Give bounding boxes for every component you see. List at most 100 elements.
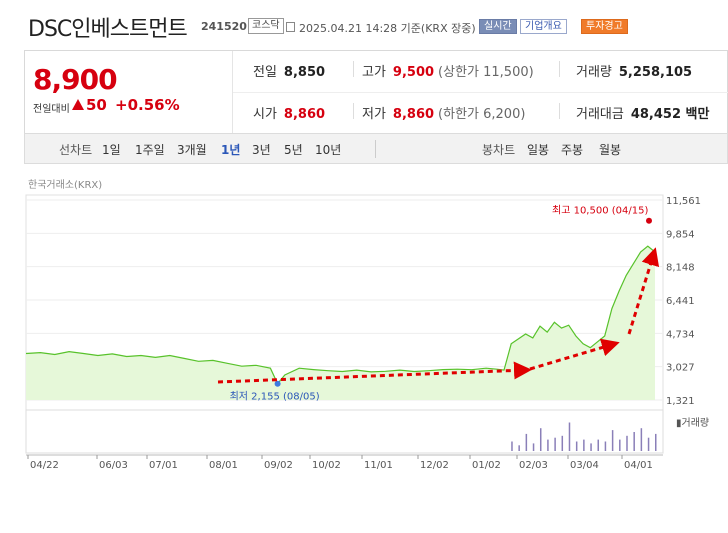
volume-bar: [590, 443, 592, 451]
tab-monthly[interactable]: 월봉: [599, 143, 622, 157]
x-tick-label: 02/03: [519, 460, 548, 471]
volume-cell: 거래량 5,258,105: [576, 61, 692, 80]
line-chart-label: 선차트: [59, 143, 93, 157]
trade-value-cell: 거래대금 48,452 백만: [576, 103, 709, 122]
x-tick-label: 11/01: [364, 460, 393, 471]
volume-bar: [640, 428, 643, 451]
stock-header: DSC인베스트먼트 241520 코스닥 2025.04.21 14:28 기준…: [0, 0, 728, 50]
volume-bar: [568, 422, 571, 451]
trade-value-label: 거래대금: [576, 107, 624, 122]
volume-bar: [655, 433, 657, 451]
low-label: 저가: [362, 107, 386, 122]
company-overview-button[interactable]: 기업개요: [520, 19, 567, 34]
calendar-icon: [286, 22, 295, 32]
volume-bar: [647, 437, 650, 451]
high-annotation: 최고 10,500 (04/15): [552, 205, 648, 217]
row-divider: [233, 92, 728, 93]
x-tick-label: 03/04: [570, 460, 599, 471]
change-percent: +0.56%: [115, 96, 180, 114]
candle-chart-label: 봉차트: [482, 143, 516, 157]
volume-bar: [525, 433, 528, 451]
open-label: 시가: [253, 107, 277, 122]
chart-period-tabs: 선차트 1일 1주일 3개월 1년 3년 5년 10년 봉차트 일봉 주봉 월봉: [24, 133, 728, 164]
y-tick-label: 9,854: [666, 229, 695, 240]
tab-1d[interactable]: 1일: [102, 143, 121, 157]
change-label: 전일대비: [33, 104, 70, 115]
high-value: 9,500: [392, 65, 435, 80]
stock-name: DSC인베스트먼트: [28, 17, 188, 42]
prev-close-label: 전일: [253, 65, 277, 80]
trend-arrow: [217, 361, 532, 384]
tab-daily[interactable]: 일봉: [527, 143, 550, 157]
current-price-panel: 8,900 전일대비 50 +0.56%: [25, 51, 233, 133]
stock-code: 241520: [201, 20, 247, 33]
y-tick-label: 8,148: [666, 263, 695, 274]
y-tick-label: 3,027: [666, 363, 695, 374]
current-price: 8,900: [33, 63, 118, 96]
volume-bar: [561, 435, 564, 451]
divider: [559, 103, 560, 119]
open-cell: 시가 8,860: [253, 103, 325, 122]
x-tick-label: 04/22: [30, 460, 59, 471]
up-triangle-icon: [72, 99, 84, 110]
x-tick-label: 12/02: [420, 460, 449, 471]
divider: [353, 103, 354, 119]
volume-bar: [583, 439, 585, 451]
tab-3m[interactable]: 3개월: [177, 143, 207, 157]
volume-bar: [611, 430, 614, 451]
upper-limit: (상한가 11,500): [438, 65, 534, 80]
realtime-button[interactable]: 실시간: [479, 19, 517, 34]
data-timestamp: 2025.04.21 14:28 기준(KRX 장중): [299, 22, 476, 35]
volume-bar: [554, 437, 556, 451]
low-annotation: 최저 2,155 (08/05): [230, 391, 320, 403]
volume-panel: [25, 409, 664, 454]
volume-bar: [626, 435, 628, 451]
volume-bar: [547, 439, 549, 451]
volume-bar: [597, 439, 599, 451]
x-tick-label: 04/01: [624, 460, 653, 471]
change-value: 50: [86, 96, 107, 114]
volume-bar: [511, 441, 513, 451]
volume-bar: [518, 445, 520, 451]
volume-legend: ▮거래량: [676, 417, 709, 429]
low-cell: 저가 8,860 (하한가 6,200): [362, 103, 525, 122]
tab-1w[interactable]: 1주일: [135, 143, 165, 157]
x-tick-label: 07/01: [149, 460, 178, 471]
low-marker: [274, 380, 281, 387]
market-badge: 코스닥: [248, 18, 284, 34]
volume-label: 거래량: [576, 65, 612, 80]
chart-source: 한국거래소(KRX): [28, 180, 103, 191]
price-line: [25, 245, 656, 385]
trade-value: 48,452 백만: [630, 107, 710, 122]
high-label: 고가: [362, 65, 386, 80]
lower-limit: (하한가 6,200): [438, 107, 526, 122]
volume-bar: [575, 441, 578, 451]
tab-3y[interactable]: 3년: [252, 143, 271, 157]
x-tick-label: 08/01: [209, 460, 238, 471]
price-area: [26, 246, 655, 400]
tab-weekly[interactable]: 주봉: [561, 143, 584, 157]
volume-bar: [619, 439, 621, 451]
x-tick-label: 10/02: [312, 460, 341, 471]
prev-close-value: 8,850: [283, 65, 326, 80]
volume-value: 5,258,105: [618, 65, 693, 80]
high-marker: [646, 217, 652, 224]
y-tick-label: 11,561: [666, 196, 701, 207]
divider: [559, 61, 560, 77]
prev-close-cell: 전일 8,850: [253, 61, 325, 80]
y-tick-label: 4,734: [666, 329, 695, 340]
tab-1y[interactable]: 1년: [221, 143, 241, 157]
low-value: 8,860: [392, 107, 435, 122]
x-tick-label: 09/02: [264, 460, 293, 471]
volume-bar: [539, 428, 542, 451]
tab-10y[interactable]: 10년: [315, 143, 342, 157]
tab-5y[interactable]: 5년: [284, 143, 303, 157]
high-cell: 고가 9,500 (상한가 11,500): [362, 61, 534, 80]
divider: [353, 61, 354, 77]
y-tick-label: 6,441: [666, 296, 695, 307]
volume-bar: [633, 432, 635, 451]
investment-warning-badge[interactable]: 투자경고: [581, 19, 628, 34]
volume-bar: [532, 443, 535, 451]
open-value: 8,860: [283, 107, 326, 122]
